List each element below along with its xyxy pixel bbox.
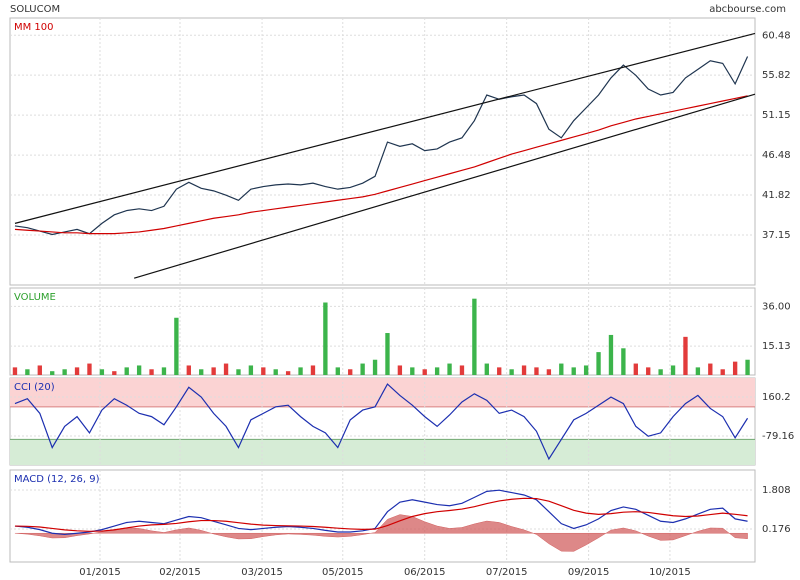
volume-bar [683, 336, 688, 375]
volume-bar [422, 369, 427, 375]
volume-bar [360, 363, 365, 375]
volume-bar [583, 365, 589, 375]
volume-bar [348, 369, 353, 375]
y-tick-label: 0.176 [762, 524, 791, 535]
series-line [14, 383, 749, 461]
y-tick-label: -79.16 [762, 431, 794, 442]
panel-title: CCI (20) [14, 382, 55, 393]
histogram-area [14, 514, 748, 552]
series-line [14, 489, 748, 536]
volume-bar [112, 371, 117, 375]
x-tick-label: 06/2015 [404, 567, 446, 578]
volume-bar [596, 352, 601, 375]
volume-bar [87, 363, 92, 375]
volume-bar [621, 348, 626, 375]
volume-bar [571, 367, 576, 375]
volume-bar [410, 367, 415, 375]
y-tick-label: 37.15 [762, 230, 791, 241]
volume-bar [211, 367, 216, 375]
y-tick-label: 1.808 [762, 485, 791, 496]
volume-bar [670, 365, 676, 375]
volume-bar [497, 367, 502, 375]
volume-bar [161, 367, 167, 375]
volume-bar [472, 298, 477, 375]
volume-bar [509, 369, 514, 375]
x-tick-label: 01/2015 [79, 567, 121, 578]
volume-bar [521, 365, 527, 375]
volume-bar [484, 363, 489, 375]
volume-bar [273, 369, 278, 375]
series-line [14, 497, 748, 532]
channel-line [14, 32, 756, 224]
volume-bar [25, 369, 30, 375]
volume-bar [149, 369, 154, 375]
x-tick-label: 07/2015 [486, 567, 528, 578]
y-tick-label: 15.13 [762, 341, 791, 352]
y-tick-label: 46.48 [762, 150, 791, 161]
panel [9, 287, 756, 376]
volume-bar [124, 367, 129, 375]
volume-bar [62, 369, 67, 375]
volume-bar [646, 367, 651, 375]
y-tick-label: 36.00 [762, 301, 791, 312]
volume-bar [99, 369, 105, 375]
volume-bar [658, 369, 663, 375]
volume-bar [323, 302, 328, 375]
volume-bar [37, 365, 42, 375]
volume-bar [559, 363, 564, 375]
volume-bar [447, 363, 452, 375]
volume-bar [434, 367, 440, 375]
volume-bar [74, 367, 80, 375]
legend-label: MM 100 [14, 22, 54, 33]
volume-bar [534, 367, 539, 375]
y-tick-label: 160.2 [762, 392, 791, 403]
y-tick-label: 60.48 [762, 30, 791, 41]
volume-bar [720, 369, 725, 375]
chart-title: SOLUCOM [10, 4, 60, 15]
panel-title: MACD (12, 26, 9) [14, 474, 100, 485]
volume-bar [12, 367, 18, 375]
x-tick-label: 10/2015 [649, 567, 691, 578]
volume-bar [236, 369, 241, 375]
volume-bar [745, 359, 750, 375]
volume-bar [385, 333, 390, 375]
volume-bar [546, 369, 552, 375]
volume-bar [261, 367, 266, 375]
channel-line [133, 93, 756, 279]
y-tick-label: 51.15 [762, 110, 791, 121]
volume-bar [223, 363, 229, 375]
panel [9, 17, 756, 286]
volume-bar [708, 363, 713, 375]
volume-bar [186, 365, 191, 375]
y-tick-label: 55.82 [762, 70, 791, 81]
panel-title: VOLUME [14, 292, 56, 303]
source: abcbourse.com [709, 4, 786, 15]
volume-bar [372, 359, 378, 375]
volume-bar [174, 317, 179, 375]
volume-bar [335, 367, 340, 375]
x-tick-label: 09/2015 [568, 567, 610, 578]
volume-bar [732, 361, 738, 375]
band [10, 439, 755, 465]
y-tick-label: 41.82 [762, 190, 791, 201]
volume-bar [633, 363, 638, 375]
volume-bar [136, 365, 142, 375]
volume-bar [285, 371, 291, 375]
volume-bar [248, 365, 254, 375]
volume-bar [459, 365, 465, 375]
x-tick-label: 05/2015 [322, 567, 364, 578]
volume-bar [298, 367, 303, 375]
volume-bar [608, 334, 614, 375]
volume-bar [50, 371, 55, 375]
volume-bar [310, 365, 316, 375]
volume-bar [199, 369, 204, 375]
x-tick-label: 03/2015 [241, 567, 283, 578]
volume-bar [695, 367, 701, 375]
volume-bar [397, 365, 403, 375]
panel [9, 469, 756, 563]
series-line [14, 95, 748, 235]
x-tick-label: 02/2015 [159, 567, 201, 578]
